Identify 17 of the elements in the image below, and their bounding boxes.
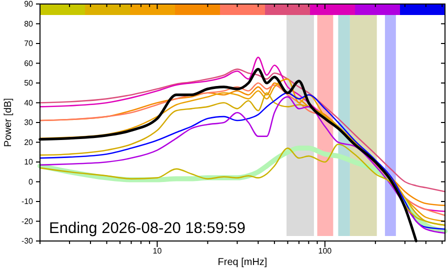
y-axis-title: Power [dB] (3, 98, 14, 147)
x-axis-title: Freq [mHz] (218, 257, 268, 268)
y-tick-label: -20 (21, 216, 34, 226)
y-tick-label: 40 (24, 98, 34, 108)
y-tick-label: 90 (24, 0, 34, 9)
y-tick-label: 60 (24, 58, 34, 68)
y-tick-label: 70 (24, 39, 34, 48)
y-tick-label: 30 (24, 118, 34, 128)
y-tick-label: 10 (24, 158, 34, 167)
y-tick-label: 0 (28, 177, 34, 186)
y-tick-label: -10 (21, 197, 34, 206)
y-tick-label: 50 (24, 78, 34, 88)
y-tick-label: 20 (24, 138, 34, 147)
x-tick-label: 100 (318, 246, 332, 256)
annotation: Ending 2026-08-20 18:59:59 (49, 220, 246, 237)
y-tick-label: -30 (21, 236, 34, 246)
y-tick-label: 80 (24, 19, 34, 28)
